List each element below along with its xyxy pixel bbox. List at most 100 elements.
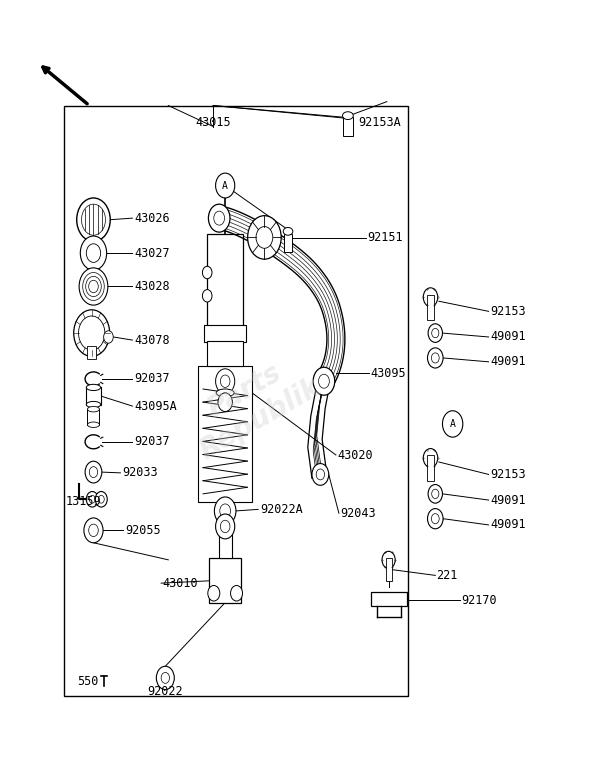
- Circle shape: [86, 244, 101, 262]
- Bar: [198, 366, 252, 502]
- Circle shape: [230, 586, 242, 601]
- Text: 92151: 92151: [368, 231, 403, 244]
- Bar: [207, 233, 243, 327]
- Bar: [427, 295, 434, 321]
- Circle shape: [157, 666, 174, 689]
- Circle shape: [89, 524, 98, 537]
- Text: 92043: 92043: [341, 506, 376, 520]
- Circle shape: [208, 204, 230, 232]
- Circle shape: [218, 393, 232, 412]
- Text: 92033: 92033: [122, 466, 158, 479]
- Bar: [64, 106, 408, 696]
- Circle shape: [423, 449, 438, 468]
- Circle shape: [256, 226, 273, 248]
- Circle shape: [104, 331, 113, 343]
- Text: 43010: 43010: [163, 576, 198, 590]
- Text: 92037: 92037: [134, 373, 170, 385]
- Circle shape: [319, 374, 329, 388]
- Circle shape: [202, 289, 212, 302]
- Text: 92022A: 92022A: [260, 503, 302, 516]
- Text: 49091: 49091: [490, 493, 526, 506]
- Text: A: A: [222, 180, 228, 191]
- Circle shape: [89, 467, 98, 478]
- Text: 43020: 43020: [338, 448, 373, 461]
- Bar: [88, 409, 100, 425]
- Circle shape: [313, 367, 335, 395]
- Circle shape: [220, 375, 230, 387]
- Circle shape: [86, 492, 98, 507]
- Text: 49091: 49091: [490, 331, 526, 343]
- Circle shape: [220, 520, 230, 533]
- Bar: [284, 234, 292, 251]
- Circle shape: [431, 489, 439, 499]
- Text: 49091: 49091: [490, 518, 526, 531]
- Bar: [386, 558, 392, 581]
- Circle shape: [423, 288, 438, 307]
- Bar: [204, 325, 246, 342]
- Text: 92170: 92170: [461, 594, 497, 607]
- Bar: [427, 455, 434, 481]
- Circle shape: [316, 469, 325, 480]
- Text: 221: 221: [436, 569, 458, 582]
- Ellipse shape: [86, 401, 101, 408]
- Circle shape: [77, 198, 110, 241]
- Bar: [371, 593, 407, 607]
- Text: 43095A: 43095A: [134, 400, 177, 412]
- Text: 92153: 92153: [490, 305, 526, 318]
- Text: 13159: 13159: [65, 495, 101, 508]
- Circle shape: [79, 268, 108, 305]
- Circle shape: [89, 496, 95, 503]
- Circle shape: [431, 513, 439, 524]
- Circle shape: [428, 485, 442, 503]
- Text: 43028: 43028: [134, 280, 170, 293]
- Bar: [87, 345, 97, 359]
- Ellipse shape: [283, 227, 293, 235]
- Bar: [86, 387, 101, 405]
- Circle shape: [85, 461, 102, 483]
- Text: 550: 550: [77, 675, 98, 689]
- Bar: [209, 558, 241, 603]
- Circle shape: [220, 504, 230, 518]
- Text: 92055: 92055: [125, 524, 161, 537]
- Circle shape: [431, 328, 439, 338]
- Circle shape: [202, 266, 212, 279]
- Text: Parts
Republik: Parts Republik: [178, 345, 326, 464]
- Circle shape: [215, 173, 235, 198]
- Bar: [343, 117, 353, 136]
- Text: 43026: 43026: [134, 212, 170, 225]
- Ellipse shape: [216, 389, 234, 397]
- Circle shape: [95, 492, 107, 507]
- Bar: [207, 341, 243, 366]
- Circle shape: [248, 216, 281, 259]
- Circle shape: [382, 552, 395, 569]
- Circle shape: [442, 411, 463, 437]
- Circle shape: [215, 514, 235, 539]
- Ellipse shape: [86, 384, 101, 391]
- Circle shape: [74, 310, 110, 356]
- Circle shape: [431, 353, 439, 363]
- Circle shape: [98, 496, 104, 503]
- Circle shape: [80, 236, 107, 270]
- Circle shape: [79, 316, 105, 350]
- Text: 92022: 92022: [148, 685, 183, 699]
- Circle shape: [82, 204, 106, 235]
- Circle shape: [428, 509, 443, 529]
- Text: 43078: 43078: [134, 334, 170, 346]
- Ellipse shape: [343, 112, 353, 120]
- Text: 92153: 92153: [490, 468, 526, 481]
- Circle shape: [215, 369, 235, 394]
- Circle shape: [214, 497, 236, 525]
- Circle shape: [214, 211, 224, 225]
- Text: A: A: [450, 419, 455, 429]
- Circle shape: [428, 324, 442, 342]
- Text: 43095: 43095: [371, 367, 406, 380]
- Circle shape: [428, 348, 443, 368]
- Text: 49091: 49091: [490, 356, 526, 368]
- Bar: [218, 534, 232, 558]
- Circle shape: [312, 464, 329, 485]
- Ellipse shape: [88, 406, 100, 412]
- Circle shape: [161, 672, 170, 683]
- Circle shape: [84, 518, 103, 543]
- Text: 92037: 92037: [134, 436, 170, 448]
- Text: 43015: 43015: [196, 116, 231, 129]
